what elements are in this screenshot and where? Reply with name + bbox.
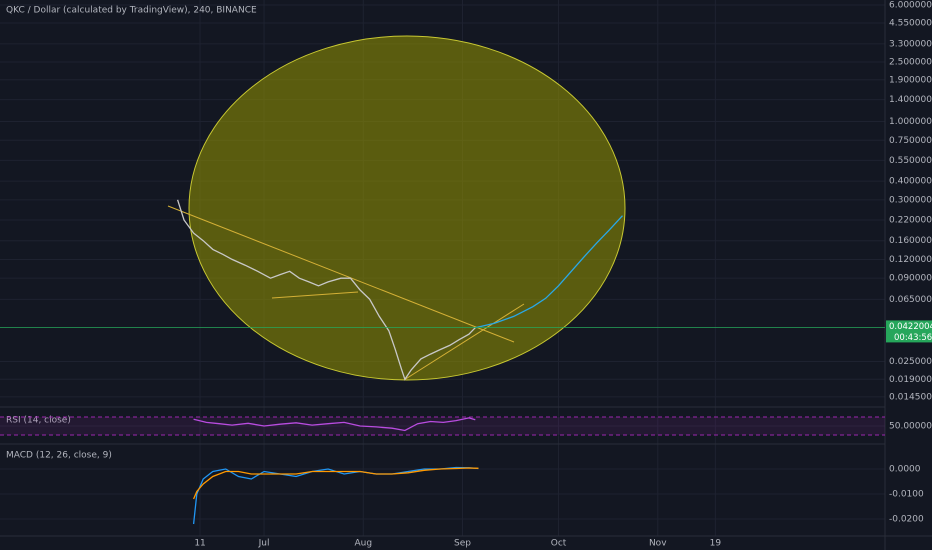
y-tick-label: 0.55000000 — [889, 156, 932, 166]
series-line — [193, 417, 476, 432]
trend-line — [167, 205, 515, 343]
x-tick-label: Nov — [649, 539, 667, 549]
y-tick-label: 3.30000000 — [889, 39, 932, 49]
macd-title: MACD (12, 26, close, 9) — [6, 451, 112, 461]
y-tick-label: 0.40000000 — [889, 177, 932, 187]
y-tick-label: 0.22000000 — [889, 216, 932, 226]
y-tick-label: 0.06500000 — [889, 295, 932, 305]
y-tick-label: -0.0100 — [889, 490, 924, 500]
y-tick-label: 0.12000000 — [889, 255, 932, 265]
x-tick-label: Aug — [354, 539, 372, 549]
last-price-label: 0.04220045 — [889, 322, 932, 332]
y-tick-label: 50.00000 — [889, 421, 932, 431]
series-line — [176, 199, 476, 381]
trend-line — [271, 291, 359, 299]
ellipse-drawing — [188, 35, 626, 381]
y-tick-label: 1.00000000 — [889, 117, 932, 127]
chart-title: QKC / Dollar (calculated by TradingView)… — [6, 6, 257, 16]
y-tick-label: 0.02500000 — [889, 357, 932, 367]
y-tick-label: 0.01900000 — [889, 375, 932, 385]
x-tick-label: Oct — [551, 539, 567, 549]
y-tick-label: 2.50000000 — [889, 57, 932, 67]
y-tick-label: 0.16000000 — [889, 236, 932, 246]
x-tick-label: 19 — [710, 539, 722, 549]
band-fill — [0, 416, 885, 435]
y-tick-label: 6.00000000 — [889, 1, 932, 11]
y-tick-label: -0.0200 — [889, 515, 924, 525]
series-line — [193, 467, 479, 500]
y-tick-label: 1.40000000 — [889, 95, 932, 105]
rsi-title: RSI (14, close) — [6, 416, 71, 426]
x-tick-label: Jul — [258, 539, 270, 549]
y-tick-label: 1.90000000 — [889, 75, 932, 85]
x-tick-label: Sep — [454, 539, 471, 549]
y-tick-label: 0.30000000 — [889, 195, 932, 205]
y-tick-label: 0.01450000 — [889, 392, 932, 402]
y-tick-label: 4.55000000 — [889, 18, 932, 28]
trend-line — [403, 303, 525, 381]
y-tick-label: 0.09000000 — [889, 274, 932, 284]
last-price-box — [886, 320, 932, 343]
series-line — [475, 215, 623, 329]
countdown-label: 00:43:56 — [894, 333, 932, 343]
y-tick-label: 0.75000000 — [889, 136, 932, 146]
x-tick-label: 11 — [194, 539, 205, 549]
y-tick-label: 0.0000 — [889, 465, 921, 475]
